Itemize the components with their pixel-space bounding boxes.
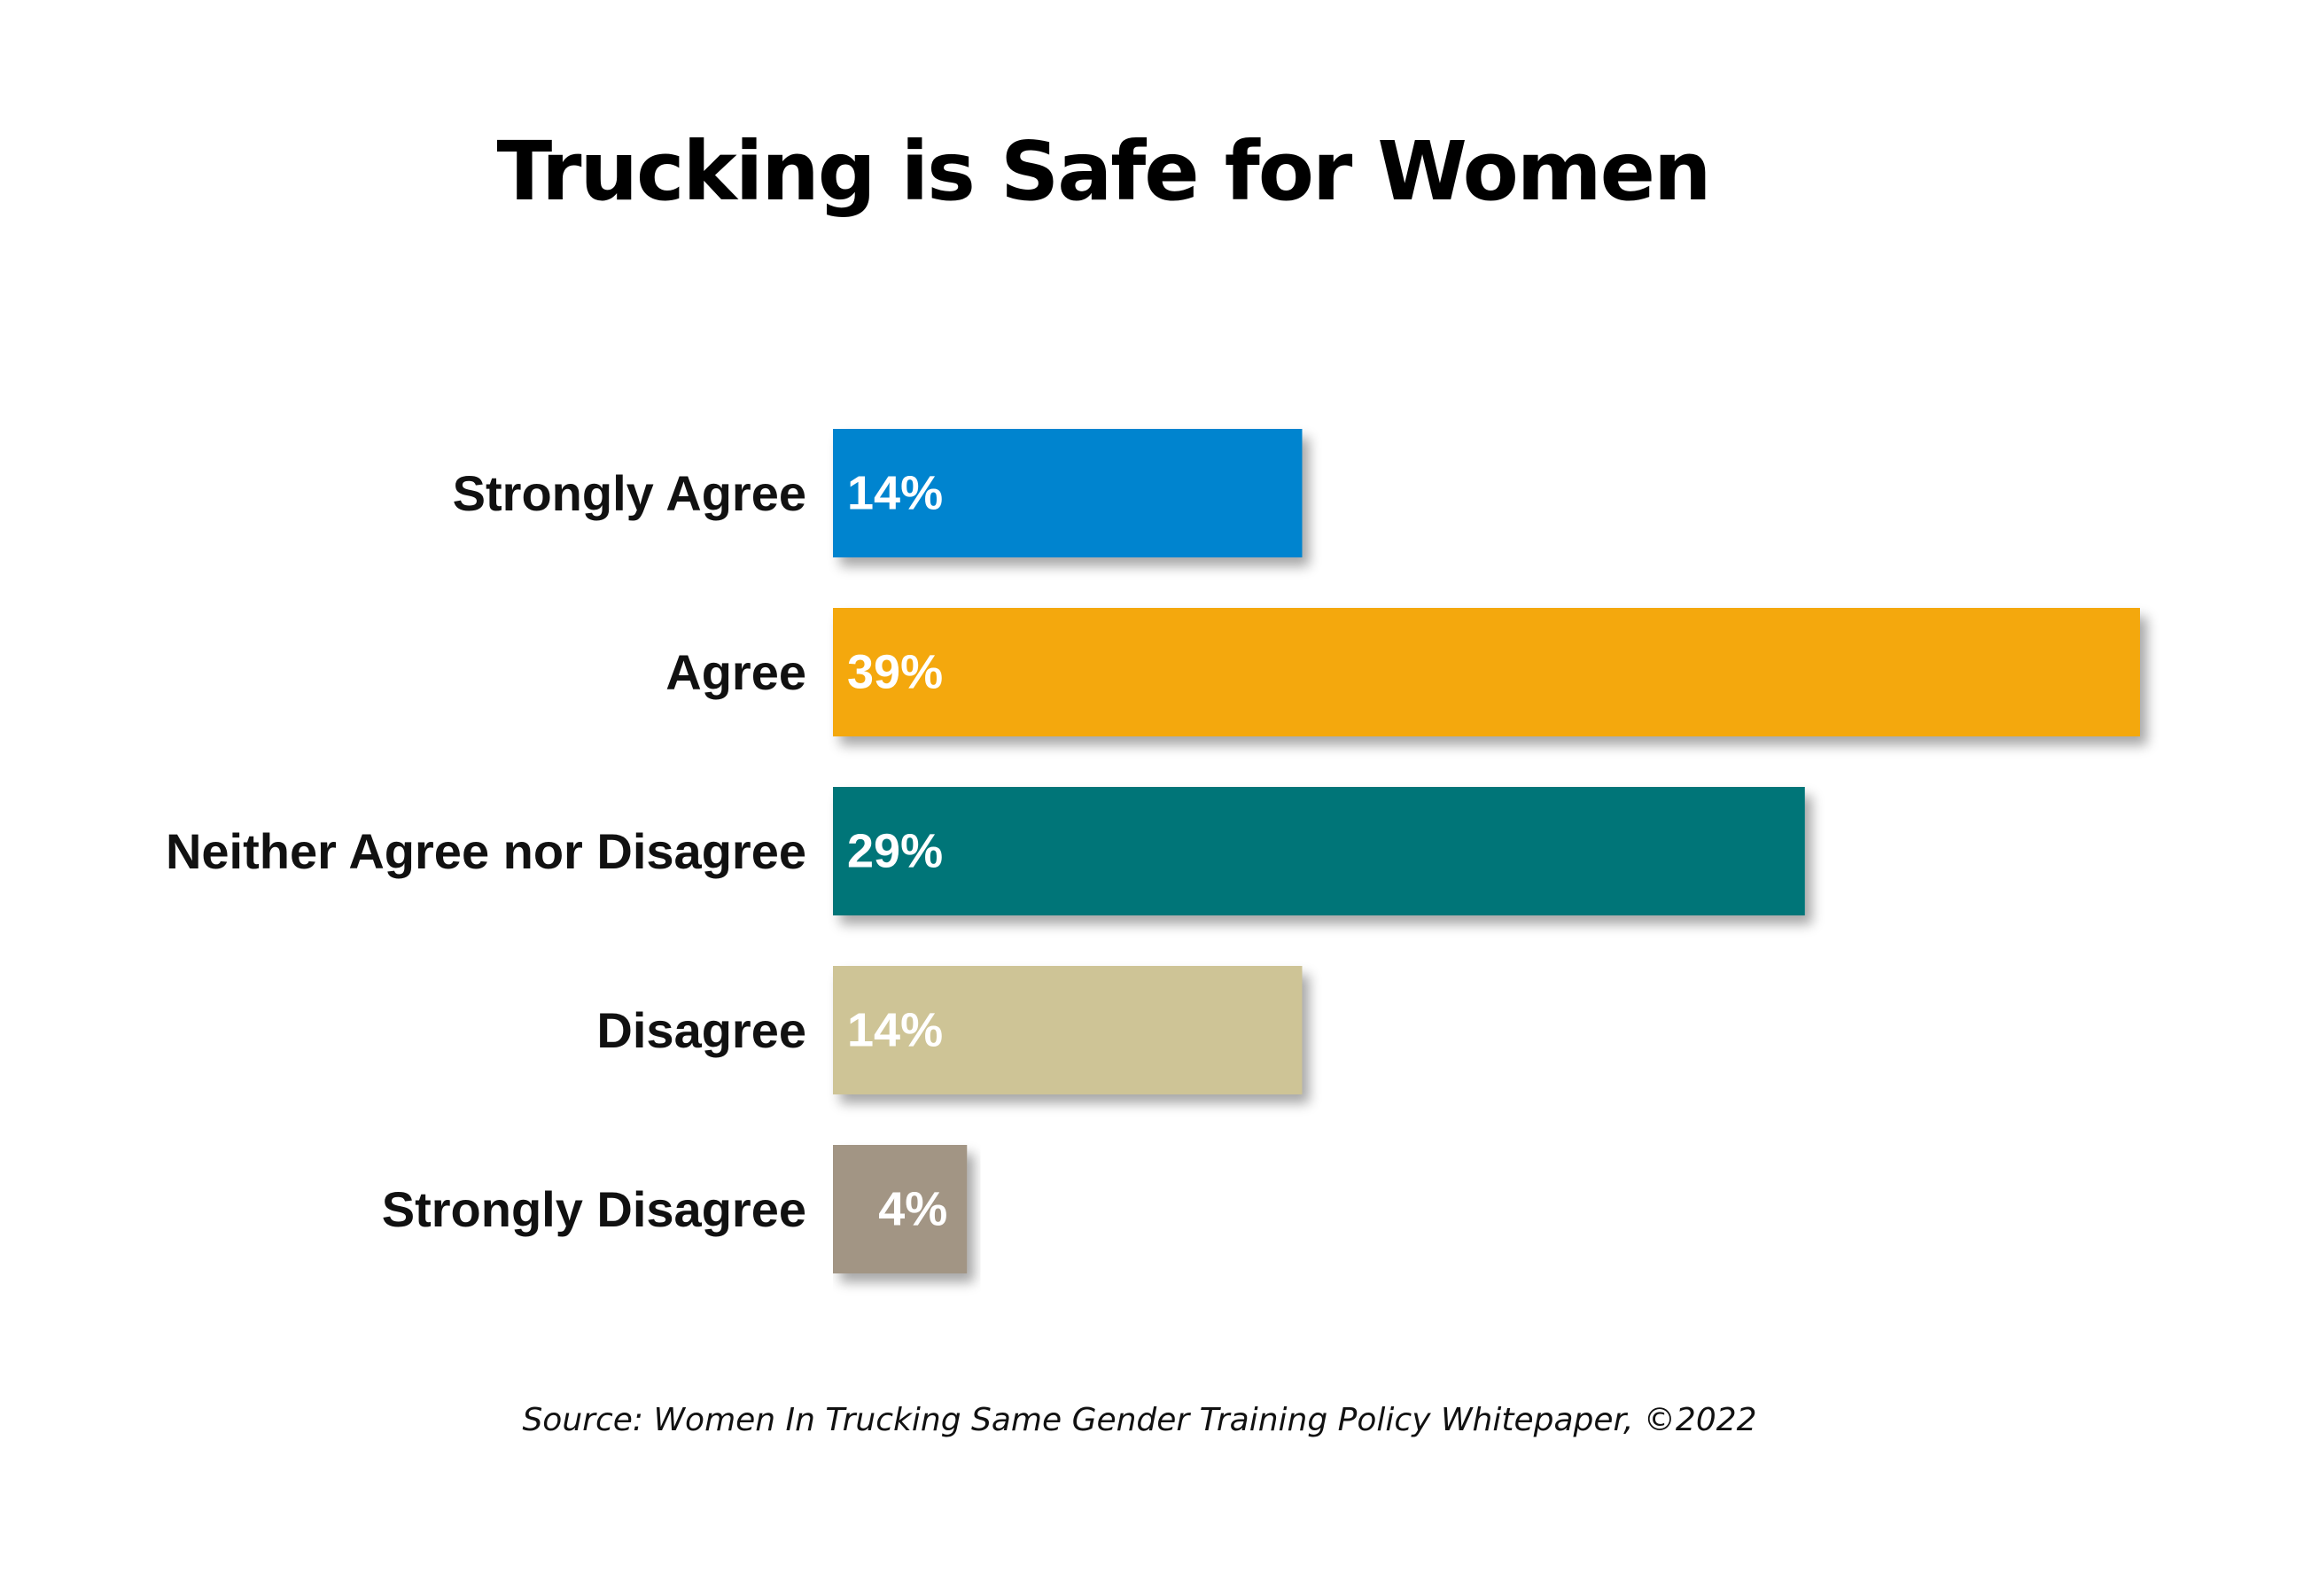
value-label-neither-agree-nor-disagree: 29% [847, 825, 943, 878]
bar-agree [833, 608, 2140, 736]
category-label-neither-agree-nor-disagree: Neither Agree nor Disagree [166, 823, 806, 879]
bar-strongly-agree [833, 429, 1303, 557]
chart-title: Trucking is Safe for Women [496, 124, 1711, 219]
bars-group: Strongly Agree 14% Agree 39% Neither Agree n… [166, 429, 2140, 1273]
bar-neither-agree-nor-disagree [833, 787, 1805, 915]
value-label-strongly-disagree: 4% [878, 1183, 947, 1236]
category-label-strongly-agree: Strongly Agree [453, 465, 806, 521]
value-label-disagree: 14% [847, 1004, 943, 1057]
category-label-agree: Agree [665, 644, 806, 700]
category-label-strongly-disagree: Strongly Disagree [382, 1181, 806, 1237]
value-label-strongly-agree: 14% [847, 467, 943, 520]
bar-disagree [833, 966, 1303, 1094]
bar-strongly-disagree [833, 1145, 968, 1273]
source-note: Source: Women In Trucking Same Gender Tr… [522, 1402, 1757, 1438]
value-label-agree: 39% [847, 646, 943, 699]
category-label-disagree: Disagree [596, 1002, 806, 1058]
